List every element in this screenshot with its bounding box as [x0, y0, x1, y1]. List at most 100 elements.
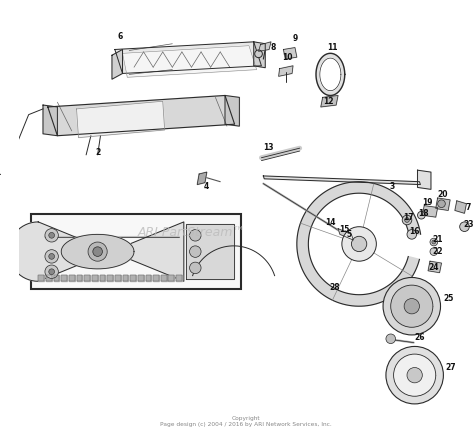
Circle shape: [45, 249, 58, 263]
Polygon shape: [122, 46, 256, 77]
Text: 21: 21: [432, 235, 443, 244]
Circle shape: [386, 346, 443, 404]
Bar: [30, 214, 241, 289]
Text: 2: 2: [95, 148, 100, 158]
Circle shape: [438, 200, 445, 208]
Text: 16: 16: [410, 227, 420, 236]
Polygon shape: [418, 170, 431, 189]
Polygon shape: [130, 275, 136, 281]
Text: 6: 6: [117, 32, 122, 40]
Polygon shape: [436, 198, 450, 210]
Text: 24: 24: [428, 264, 439, 272]
Polygon shape: [61, 275, 67, 281]
Circle shape: [49, 232, 55, 238]
Circle shape: [45, 229, 58, 242]
Text: 15: 15: [339, 225, 350, 234]
Text: 11: 11: [327, 43, 337, 52]
Polygon shape: [38, 275, 44, 281]
Polygon shape: [197, 172, 207, 184]
Polygon shape: [76, 275, 82, 281]
Polygon shape: [115, 275, 120, 281]
Text: Copyright
Page design (c) 2004 / 2016 by ARI Network Services, Inc.: Copyright Page design (c) 2004 / 2016 by…: [160, 416, 332, 427]
Circle shape: [88, 242, 107, 261]
Polygon shape: [54, 275, 59, 281]
Text: 10: 10: [282, 53, 292, 62]
Polygon shape: [112, 50, 122, 79]
Circle shape: [460, 222, 469, 231]
Polygon shape: [176, 275, 182, 281]
Polygon shape: [107, 275, 113, 281]
Circle shape: [0, 156, 11, 169]
Polygon shape: [283, 48, 297, 59]
Text: 4: 4: [203, 182, 209, 191]
Circle shape: [255, 50, 263, 58]
Text: 5: 5: [347, 230, 352, 239]
Polygon shape: [264, 176, 420, 184]
Text: 28: 28: [330, 282, 340, 292]
Circle shape: [190, 262, 201, 274]
Polygon shape: [138, 275, 144, 281]
Polygon shape: [115, 42, 261, 73]
Circle shape: [430, 238, 438, 246]
Circle shape: [190, 246, 201, 257]
Text: 27: 27: [446, 363, 456, 372]
Polygon shape: [9, 222, 184, 281]
Circle shape: [386, 334, 395, 344]
Polygon shape: [316, 53, 345, 95]
Circle shape: [402, 215, 412, 225]
Polygon shape: [84, 275, 90, 281]
Circle shape: [45, 265, 58, 279]
Polygon shape: [422, 205, 438, 217]
Circle shape: [49, 253, 55, 259]
Circle shape: [49, 269, 55, 275]
Polygon shape: [321, 95, 338, 107]
Circle shape: [190, 230, 201, 241]
Polygon shape: [100, 275, 105, 281]
Text: 25: 25: [443, 294, 453, 303]
Polygon shape: [225, 95, 239, 126]
Text: 22: 22: [432, 247, 443, 256]
Polygon shape: [254, 42, 265, 68]
Polygon shape: [46, 275, 52, 281]
Text: 20: 20: [437, 190, 447, 198]
Text: 19: 19: [422, 198, 432, 207]
Text: 13: 13: [263, 143, 273, 152]
Circle shape: [93, 247, 102, 257]
Circle shape: [342, 227, 376, 261]
Text: 12: 12: [323, 97, 334, 106]
Polygon shape: [168, 275, 174, 281]
Circle shape: [351, 236, 367, 252]
Circle shape: [432, 240, 436, 244]
Polygon shape: [92, 275, 98, 281]
Polygon shape: [69, 275, 74, 281]
Polygon shape: [279, 66, 293, 76]
Circle shape: [393, 354, 436, 396]
Circle shape: [404, 299, 419, 314]
Text: 26: 26: [414, 334, 425, 342]
Polygon shape: [338, 229, 353, 240]
Polygon shape: [455, 201, 466, 213]
Text: 18: 18: [418, 209, 428, 218]
Circle shape: [405, 218, 410, 222]
Circle shape: [430, 248, 438, 256]
Polygon shape: [48, 95, 235, 136]
Polygon shape: [428, 261, 441, 273]
Circle shape: [407, 367, 422, 383]
Polygon shape: [122, 275, 128, 281]
Text: 17: 17: [403, 213, 414, 222]
Polygon shape: [186, 224, 234, 279]
Polygon shape: [258, 42, 271, 51]
Text: ARI PartStream™: ARI PartStream™: [137, 226, 246, 239]
Text: 3: 3: [390, 182, 395, 191]
Circle shape: [391, 285, 433, 327]
Text: 14: 14: [325, 218, 336, 227]
Text: 7: 7: [465, 203, 471, 212]
Polygon shape: [297, 182, 420, 306]
Text: 8: 8: [270, 43, 275, 52]
Polygon shape: [161, 275, 166, 281]
Circle shape: [418, 211, 425, 219]
Circle shape: [383, 278, 440, 335]
Circle shape: [407, 230, 417, 239]
Text: 23: 23: [463, 220, 474, 229]
Text: 9: 9: [292, 33, 298, 43]
